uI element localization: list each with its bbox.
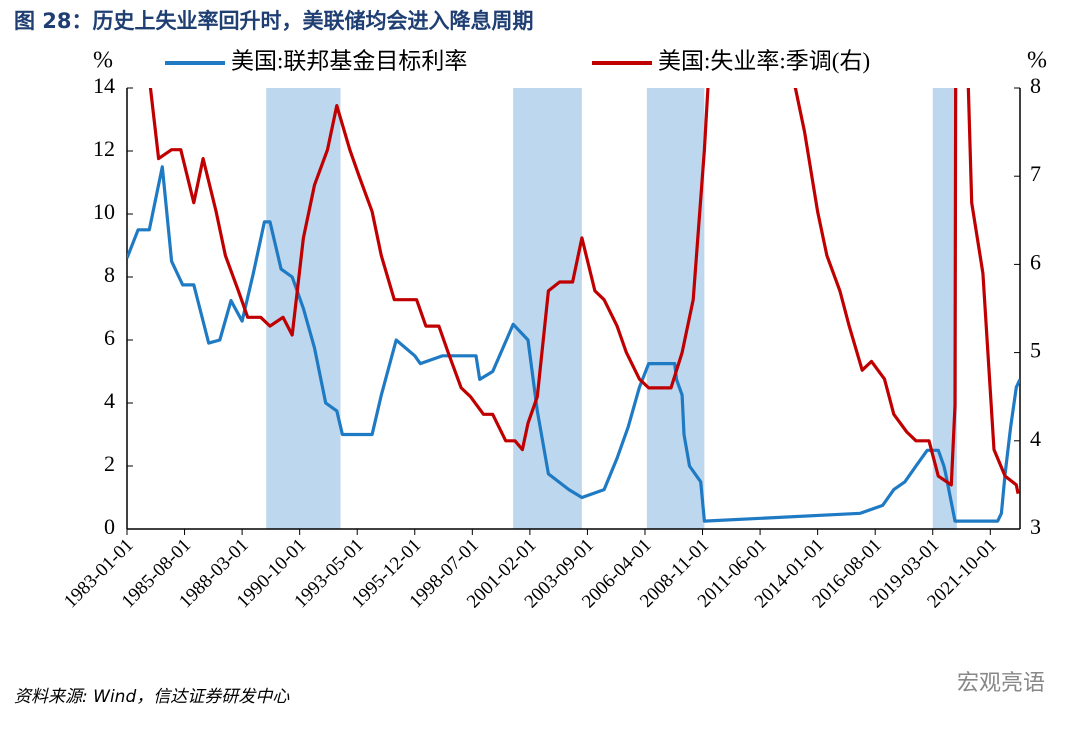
y2-tick-label: 8 [1030, 73, 1041, 98]
series-line [148, 88, 1020, 495]
legend-label: 美国:失业率:季调(右) [658, 48, 870, 73]
y2-tick-label: 6 [1030, 249, 1041, 274]
y-tick-label: 8 [104, 262, 115, 287]
y-tick-label: 10 [93, 199, 115, 224]
plot-area [127, 88, 1020, 523]
y-tick-label: 4 [104, 388, 115, 413]
chart-title: 图 28：历史上失业率回升时，美联储均会进入降息周期 [14, 9, 534, 33]
y2-tick-label: 5 [1030, 338, 1041, 363]
y2-unit: % [1027, 48, 1047, 74]
y-tick-label: 12 [93, 136, 115, 161]
y-tick-label: 6 [104, 325, 115, 350]
watermark: 宏观亮语 [957, 671, 1045, 696]
y-tick-label: 2 [104, 451, 115, 476]
y2-tick-label: 7 [1030, 161, 1041, 186]
y-unit: % [93, 48, 113, 74]
y-tick-label: 14 [93, 73, 115, 98]
series-line [127, 165, 1020, 523]
y2-tick-label: 3 [1030, 514, 1041, 539]
y-tick-label: 0 [104, 514, 115, 539]
shaded-period [646, 88, 705, 529]
y2-tick-label: 4 [1030, 426, 1041, 451]
legend-label: 美国:联邦基金目标利率 [231, 48, 467, 73]
source-note: 资料来源: Wind，信达证券研发中心 [14, 687, 290, 707]
